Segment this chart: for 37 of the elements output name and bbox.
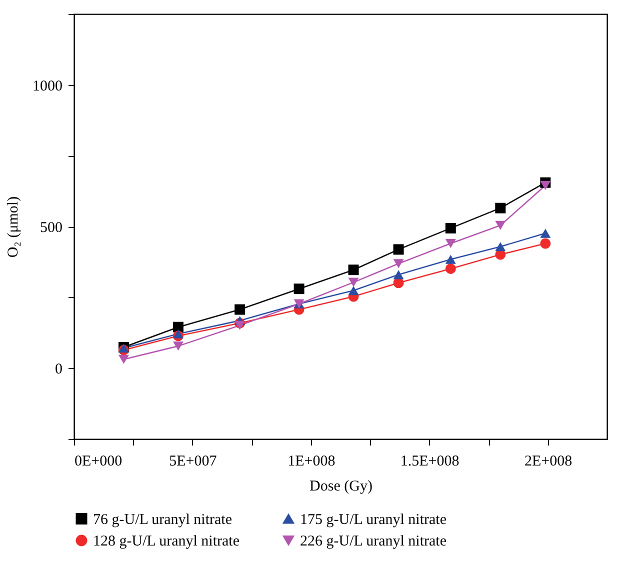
y-axis-title: O₂ (μmol) bbox=[6, 196, 22, 258]
point bbox=[393, 259, 404, 268]
point bbox=[294, 284, 304, 294]
point bbox=[445, 254, 456, 264]
point bbox=[495, 220, 506, 230]
point bbox=[348, 264, 359, 276]
point bbox=[393, 244, 404, 255]
x-axis-title: Dose (Gy) bbox=[310, 478, 372, 494]
point bbox=[445, 238, 456, 248]
legend-label: 76 g-U/L uranyl nitrate bbox=[93, 512, 232, 528]
y-tick-label: 1000 bbox=[32, 78, 62, 94]
x-tick-label: 0E+000 bbox=[74, 454, 122, 470]
point bbox=[540, 228, 551, 238]
y-tick-label: 500 bbox=[40, 220, 62, 236]
legend-label: 128 g-U/L uranyl nitrate bbox=[93, 534, 240, 550]
point bbox=[540, 238, 551, 249]
x-tick-label: 2E+008 bbox=[524, 454, 572, 470]
point bbox=[540, 180, 551, 190]
point bbox=[234, 320, 246, 330]
legend-label: 226 g-U/L uranyl nitrate bbox=[300, 534, 447, 550]
x-tick-label: 1E+008 bbox=[288, 454, 336, 470]
legend-label: 175 g-U/L uranyl nitrate bbox=[300, 512, 447, 528]
point bbox=[348, 286, 359, 296]
point bbox=[393, 278, 404, 288]
point bbox=[172, 342, 184, 351]
point bbox=[234, 304, 246, 315]
point bbox=[495, 202, 506, 214]
point bbox=[495, 242, 506, 252]
point bbox=[172, 329, 184, 338]
point bbox=[445, 263, 456, 274]
point bbox=[348, 278, 359, 287]
y-tick-label: 0 bbox=[55, 362, 62, 378]
x-tick-label: 5E+007 bbox=[169, 454, 218, 470]
x-tick-label: 1.5E+008 bbox=[400, 454, 460, 470]
point bbox=[393, 270, 404, 280]
point bbox=[445, 222, 456, 234]
point bbox=[118, 354, 129, 364]
